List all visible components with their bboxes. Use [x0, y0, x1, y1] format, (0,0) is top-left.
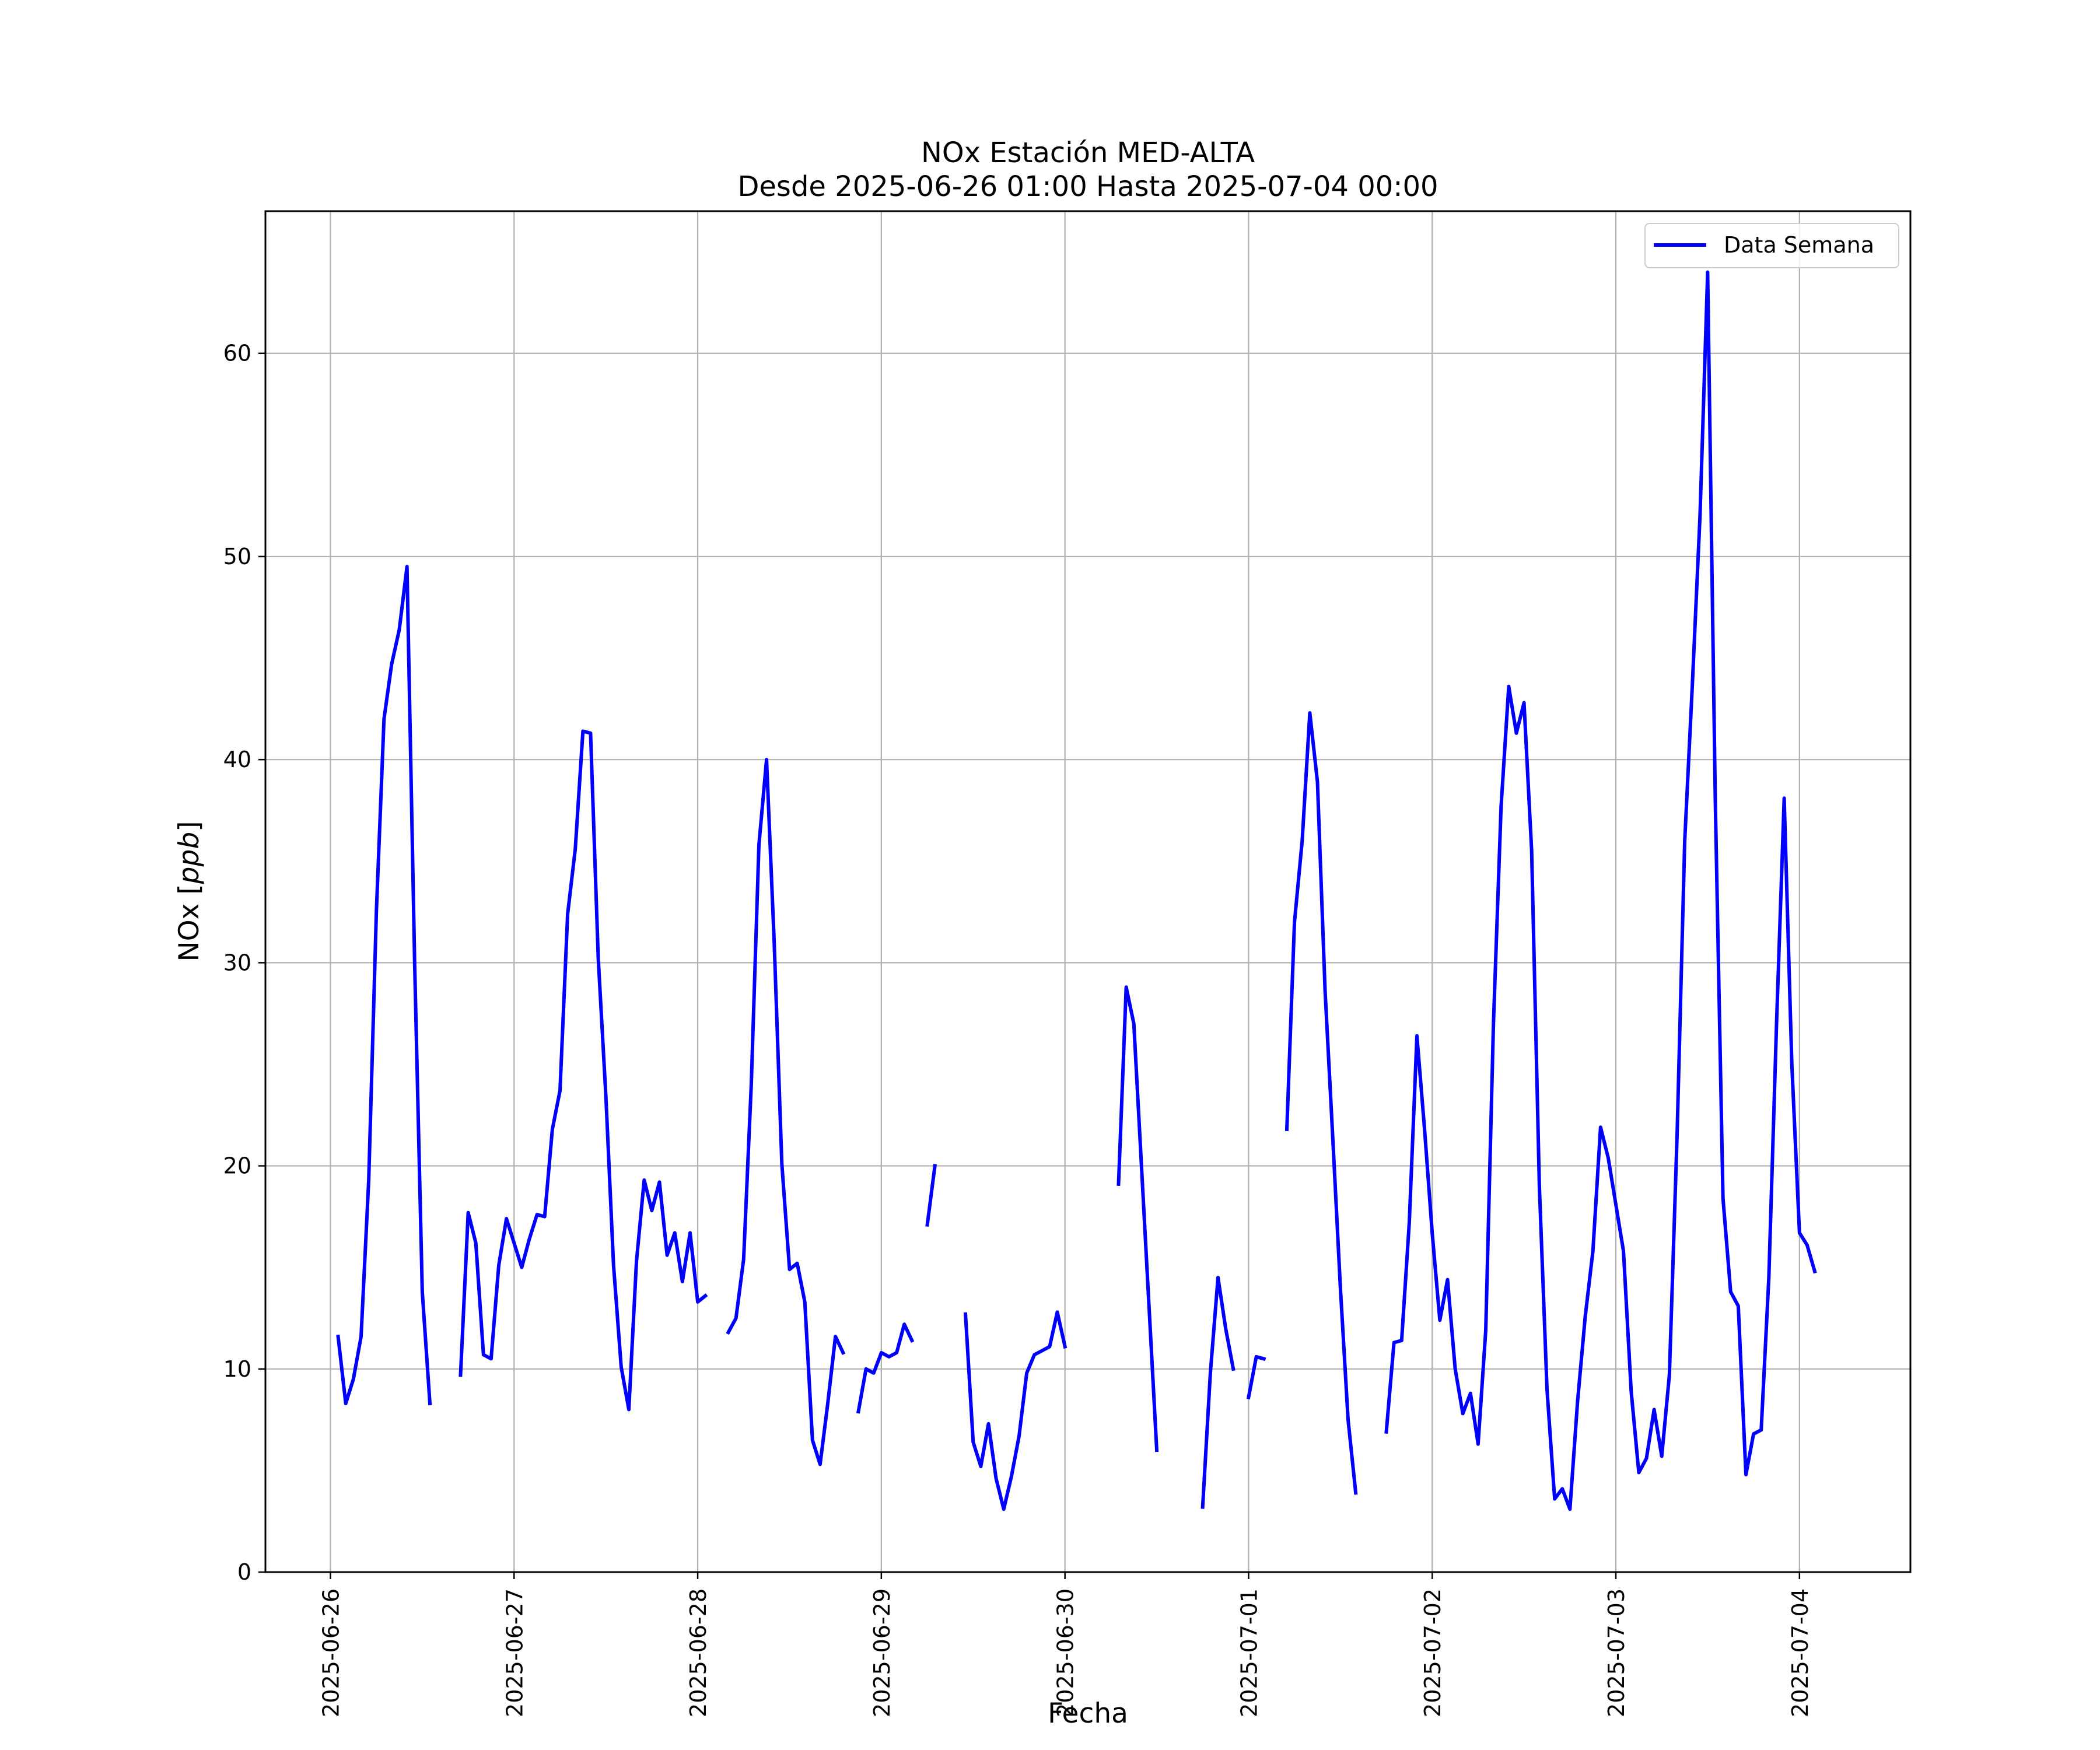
x-tick-label: 2025-07-04 — [1787, 1588, 1813, 1717]
series-line-segment — [925, 1164, 937, 1227]
x-tick-label: 2025-07-01 — [1236, 1588, 1262, 1717]
series-line-segment — [726, 758, 846, 1466]
legend: Data Semana — [1644, 223, 1899, 268]
y-axis-label: NOx [ppb] — [173, 821, 205, 961]
x-tick-label: 2025-07-03 — [1604, 1588, 1629, 1717]
series-lines — [336, 270, 1817, 1511]
y-axis-label-text: NOx [ — [173, 884, 205, 961]
y-tick-label: 0 — [237, 1559, 251, 1585]
legend-label: Data Semana — [1724, 232, 1874, 258]
series-line-segment — [1284, 711, 1358, 1495]
series-line-segment — [1246, 1354, 1266, 1400]
y-tick-label: 20 — [223, 1153, 251, 1179]
series-line-segment — [1384, 270, 1817, 1511]
series-line-segment — [963, 1310, 1068, 1511]
y-tick-label: 40 — [223, 747, 251, 772]
x-tick-label: 2025-06-30 — [1053, 1588, 1079, 1717]
y-tick-label: 30 — [223, 950, 251, 975]
x-axis-ticks: 2025-06-26 2025-06-27 2025-06-28 2025-06-29… — [318, 1572, 1813, 1717]
y-tick-label: 10 — [223, 1356, 251, 1382]
x-tick-label: 2025-07-02 — [1420, 1588, 1446, 1717]
x-tick-label: 2025-06-27 — [502, 1588, 527, 1717]
series-line-segment — [336, 565, 432, 1406]
y-axis-unit-bracket: ] — [173, 821, 205, 831]
x-tick-label: 2025-06-28 — [685, 1588, 711, 1717]
x-tick-label: 2025-06-26 — [318, 1588, 344, 1717]
series-line-segment — [856, 1322, 915, 1414]
y-axis-unit: ppb — [173, 832, 205, 885]
chart-subtitle: Desde 2025-06-26 01:00 Hasta 2025-07-04 … — [737, 170, 1438, 203]
y-tick-label: 60 — [223, 341, 251, 366]
y-axis-ticks: 0 10 20 30 40 50 60 — [223, 341, 265, 1585]
legend-box — [1644, 223, 1899, 268]
series-line-segment — [1116, 985, 1159, 1452]
x-tick-label: 2025-06-29 — [869, 1588, 895, 1717]
y-tick-label: 50 — [223, 544, 251, 569]
series-line-segment — [1200, 1276, 1236, 1509]
chart-title: NOx Estación MED-ALTA — [921, 136, 1255, 169]
x-axis-label: Fecha — [1048, 1698, 1128, 1730]
series-line-segment — [459, 729, 708, 1412]
grid — [265, 211, 1910, 1573]
plot-area-frame — [264, 210, 1912, 1573]
